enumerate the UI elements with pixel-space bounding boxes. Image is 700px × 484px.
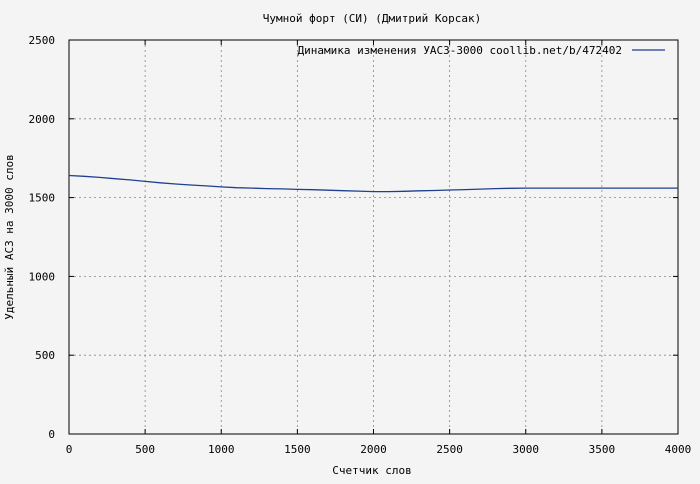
x-tick-label: 3000 [513, 443, 540, 456]
legend: Динамика изменения УАСЗ-3000 coollib.net… [297, 44, 665, 57]
x-tick-label: 2500 [436, 443, 463, 456]
x-tick-label: 1000 [208, 443, 235, 456]
y-tick-label: 2000 [29, 113, 56, 126]
y-tick-label: 1000 [29, 270, 56, 283]
axis-layer: 0 500 1000 1500 2000 2500 3000 3500 4000 0 500 1000… [29, 34, 692, 456]
legend-label: Динамика изменения УАСЗ-3000 coollib.net… [297, 44, 622, 57]
x-tick-label: 2000 [360, 443, 387, 456]
grid-layer [69, 40, 678, 434]
x-tick-label: 4000 [665, 443, 692, 456]
x-axis-label: Счетчик слов [332, 464, 411, 477]
y-tick-label: 0 [48, 428, 55, 441]
y-tick-label: 500 [35, 349, 55, 362]
y-tick-label: 1500 [29, 192, 56, 205]
x-tick-label: 3500 [589, 443, 616, 456]
y-tick-label: 2500 [29, 34, 56, 47]
x-tick-label: 1500 [284, 443, 311, 456]
chart-title: Чумной форт (СИ) (Дмитрий Корсак) [263, 12, 482, 25]
x-tick-label: 500 [135, 443, 155, 456]
series-line [68, 174, 678, 193]
y-axis-label: Удельный АСЗ на 3000 слов [3, 154, 16, 320]
x-tick-label: 0 [66, 443, 73, 456]
series-layer [68, 174, 678, 193]
